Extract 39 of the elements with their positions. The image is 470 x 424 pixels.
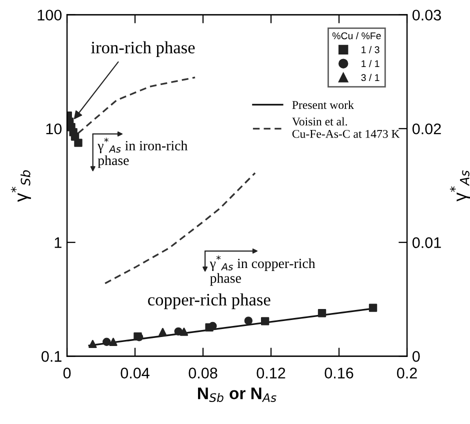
x-axis-title: N$_{Sb}$ or N$_{As}$ xyxy=(198,388,276,402)
legend-label: 1 / 3 xyxy=(362,46,380,54)
y2-tick-label: 0.02 xyxy=(412,123,441,134)
legend-title: %Cu / %Fe xyxy=(332,32,381,40)
x-tick-label: 0.16 xyxy=(324,368,354,378)
y-tick-label: 100 xyxy=(38,10,62,21)
point xyxy=(260,317,270,326)
legend-label: Voisin et al. Cu-Fe-As-C at 1473 K xyxy=(292,117,400,138)
x-tick-label: 0.08 xyxy=(188,368,218,378)
point xyxy=(88,340,97,348)
y-axis-title: γ$^{*}$$_{Sb}$ xyxy=(10,170,31,202)
point xyxy=(102,338,111,346)
y-tick-label: 0.1 xyxy=(42,351,62,362)
y2-axis-title: γ$^{*}$$_{As}$ xyxy=(450,170,470,202)
point xyxy=(318,309,326,318)
x-tick-label: 0.12 xyxy=(256,368,286,378)
annotation: γ$^{*}$$_{As}$ in copper-rich phase xyxy=(210,255,316,286)
annotation: iron-rich phase xyxy=(91,41,195,57)
point xyxy=(109,338,118,346)
point xyxy=(174,327,182,336)
annotation: copper-rich phase xyxy=(148,293,270,310)
legend-label: 1 / 1 xyxy=(362,60,380,68)
x-tick-label: 0 xyxy=(63,368,71,378)
x-tick-label: 0.2 xyxy=(397,368,417,378)
point xyxy=(368,304,378,312)
x-tick-label: 0.04 xyxy=(120,368,150,378)
y2-tick-label: 0 xyxy=(412,351,420,362)
point xyxy=(158,328,167,336)
y-tick-label: 10 xyxy=(46,123,62,134)
y-tick-label: 1 xyxy=(54,237,62,248)
annotation: γ$^{*}$$_{As}$ in iron-rich phase xyxy=(98,138,188,168)
point xyxy=(74,138,82,147)
y2-tick-label: 0.01 xyxy=(412,237,441,248)
legend-label: Present work xyxy=(292,100,354,109)
point xyxy=(180,328,188,336)
y2-tick-label: 0.03 xyxy=(412,10,441,21)
point xyxy=(244,316,253,325)
point xyxy=(208,322,217,330)
legend-label: 3 / 1 xyxy=(361,74,380,82)
